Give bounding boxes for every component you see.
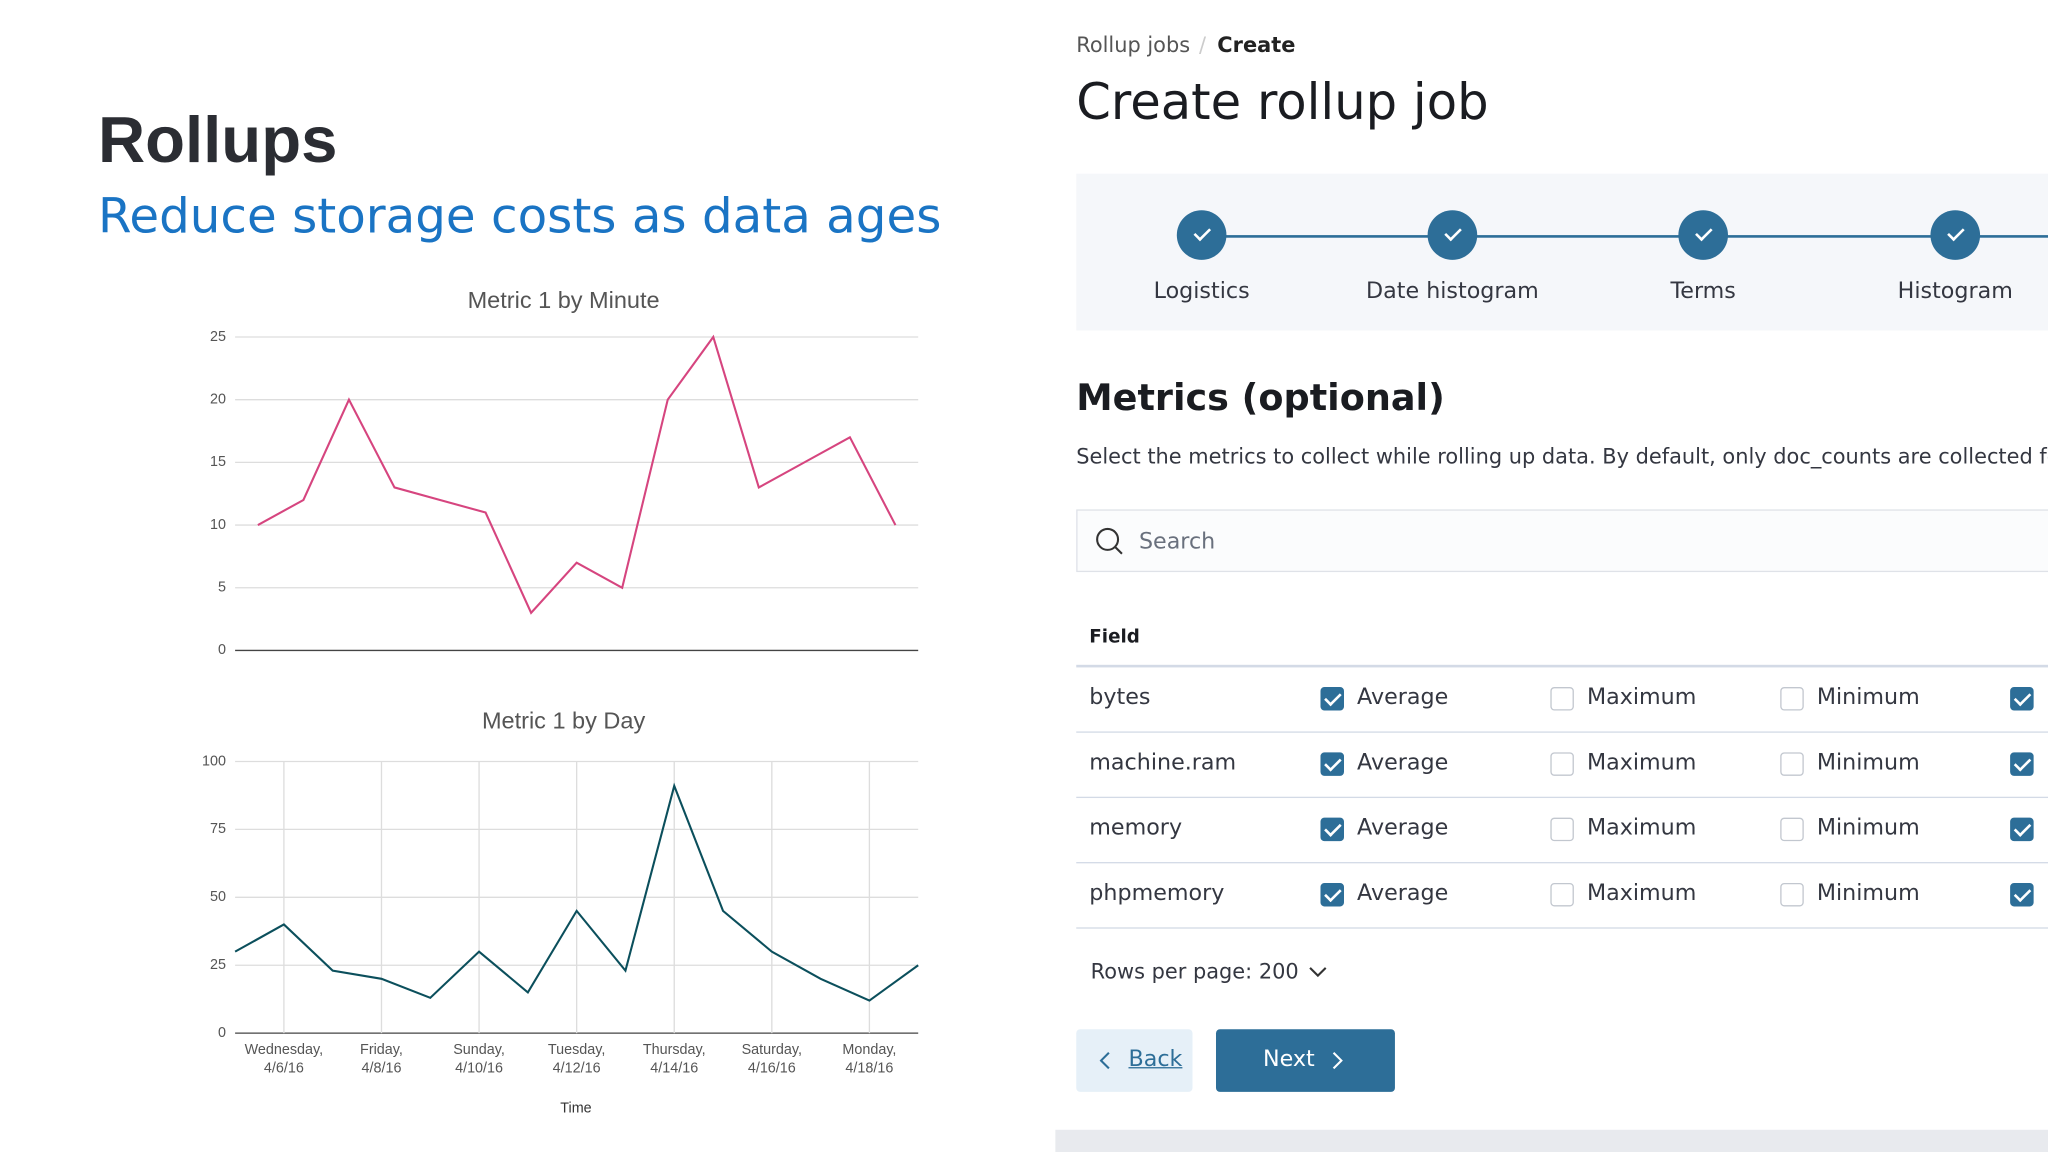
checkbox[interactable]	[2010, 882, 2034, 907]
metric-label: Average	[1357, 815, 1449, 842]
checkbox[interactable]	[2010, 817, 2034, 842]
checkbox[interactable]	[1780, 882, 1804, 907]
metric-label: Maximum	[1586, 880, 1697, 907]
header-rule	[1076, 664, 2048, 668]
row-rule	[1076, 796, 2048, 799]
checkbox[interactable]	[1550, 752, 1574, 776]
field-name: bytes	[1089, 684, 1151, 711]
x-axis-label: Time	[560, 1101, 591, 1117]
chart-title: Metric 1 by Minute	[468, 287, 660, 313]
checkbox[interactable]	[1780, 817, 1804, 842]
chevron-left	[1099, 1051, 1110, 1070]
checkbox[interactable]	[1550, 687, 1574, 711]
x-tick-label: Thursday, 4/14/16	[642, 1042, 706, 1077]
checkbox[interactable]	[1780, 687, 1804, 711]
y-tick-label: 50	[210, 889, 226, 905]
checkbox[interactable]	[1320, 882, 1344, 907]
metric-label: Maximum	[1586, 815, 1697, 842]
field-name: memory	[1089, 815, 1183, 842]
checkbox[interactable]	[1320, 817, 1344, 842]
breadcrumb: Create	[1217, 32, 1296, 58]
section-title: Metrics (optional)	[1076, 376, 1445, 420]
checkbox[interactable]	[1320, 752, 1344, 776]
checkbox[interactable]	[1550, 882, 1574, 907]
line	[257, 334, 897, 615]
metric-label: Minimum	[1816, 684, 1920, 711]
x-tick-label: Monday, 4/18/16	[842, 1042, 897, 1077]
metric-label: Minimum	[1816, 749, 1920, 776]
line	[234, 782, 919, 1002]
description: Select the metrics to collect while roll…	[1076, 444, 2048, 469]
y-tick-label: 0	[218, 642, 226, 658]
y-tick-label: 10	[210, 517, 226, 533]
metric-label: Average	[1357, 749, 1449, 776]
step-label[interactable]: Terms	[1670, 278, 1736, 305]
checkbox[interactable]	[1550, 817, 1574, 842]
slide-title: Rollups	[97, 103, 338, 177]
step-circle[interactable]	[1427, 210, 1478, 260]
steps-bar	[1076, 173, 2048, 331]
step-circle[interactable]	[1678, 210, 1728, 260]
metric-label: Average	[1357, 684, 1449, 711]
table-header: Field	[1089, 626, 1140, 648]
y-tick-label: 25	[210, 329, 226, 345]
charts: Metric 1 by Minute 0 5 10 15 20 25 Metric 1 by …	[202, 287, 919, 1117]
field-name: machine.ram	[1089, 749, 1237, 776]
x-tick-label: Tuesday, 4/12/16	[547, 1042, 606, 1077]
step-label[interactable]: Date histogram	[1366, 278, 1539, 305]
y-tick-label: 0	[218, 1025, 226, 1041]
step-label[interactable]: Histogram	[1897, 278, 2013, 305]
checkbox[interactable]	[2010, 687, 2034, 711]
chevron-down	[1309, 967, 1327, 978]
breadcrumb[interactable]: Rollup jobs	[1076, 32, 1191, 58]
row-rule	[1076, 731, 2048, 733]
next-label: Next	[1263, 1046, 1315, 1073]
panel-footer	[1055, 1129, 2048, 1152]
metric-label: Minimum	[1816, 880, 1920, 907]
search-box[interactable]	[1076, 509, 2048, 573]
search-icon	[1096, 527, 1123, 555]
search-placeholder: Search	[1138, 528, 1216, 556]
step-circle[interactable]	[1176, 210, 1227, 260]
y-tick-label: 15	[210, 454, 226, 470]
checkbox[interactable]	[1780, 752, 1804, 776]
metric-label: Maximum	[1586, 684, 1697, 711]
row-rule	[1076, 927, 2048, 929]
row-rule	[1076, 862, 2048, 864]
y-tick-label: 75	[210, 821, 226, 837]
x-tick-label: Wednesday, 4/6/16	[244, 1042, 324, 1077]
metric-label: Maximum	[1586, 749, 1697, 776]
pagination[interactable]: Rows per page: 200	[1090, 958, 1299, 984]
y-tick-label: 5	[218, 580, 226, 596]
checkbox[interactable]	[1320, 687, 1344, 711]
field-name: phpmemory	[1089, 880, 1225, 907]
x-tick-label: Friday, 4/8/16	[360, 1042, 403, 1077]
slide-subtitle: Reduce storage costs as data ages	[97, 188, 942, 245]
y-tick-label: 25	[210, 957, 226, 973]
x-tick-label: Saturday, 4/16/16	[741, 1042, 803, 1077]
step-connector	[1201, 235, 2048, 238]
y-tick-label: 20	[210, 391, 226, 407]
metric-label: Minimum	[1816, 815, 1920, 842]
step-circle[interactable]	[1930, 210, 1981, 260]
metric-label: Average	[1357, 880, 1449, 907]
next-button[interactable]	[1215, 1029, 1395, 1092]
y-tick-label: 100	[202, 753, 226, 769]
chart-title: Metric 1 by Day	[482, 707, 645, 733]
page-title: Create rollup job	[1076, 73, 1489, 131]
step-label[interactable]: Logistics	[1153, 278, 1250, 305]
x-tick-label: Sunday, 4/10/16	[453, 1042, 505, 1077]
chevron-right	[1332, 1051, 1343, 1070]
back-button[interactable]	[1076, 1029, 1193, 1092]
breadcrumb-separator: /	[1199, 32, 1207, 58]
back-label: Back	[1128, 1046, 1183, 1073]
checkbox[interactable]	[2010, 752, 2034, 776]
